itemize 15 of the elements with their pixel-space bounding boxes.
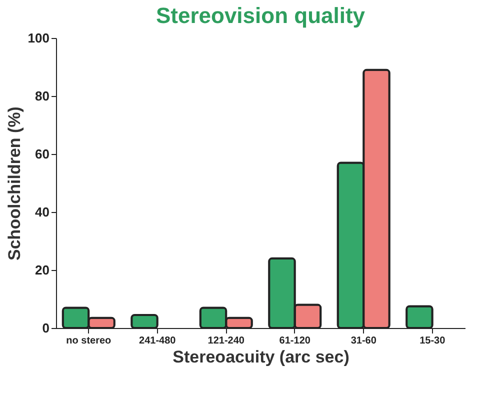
x-tick-label: 61-120 (279, 336, 311, 346)
y-tick-label: 40 (35, 204, 50, 220)
y-tick-label: 0 (42, 320, 50, 336)
x-tick-label: 31-60 (350, 336, 377, 346)
x-tick-label: 15-30 (420, 336, 446, 346)
x-tick-label: 121-240 (208, 336, 245, 346)
x-axis-title: Stereoacuity (arc sec) (172, 348, 350, 366)
chart-title: Stereovision quality (156, 3, 366, 28)
y-tick-label: 100 (28, 30, 50, 46)
y-tick-label: 60 (35, 146, 50, 162)
y-axis-title: Schoolchildren (%) (4, 106, 24, 260)
y-tick-label: 80 (35, 88, 50, 104)
x-tick-label: 241-480 (139, 336, 176, 346)
x-tick-label: no stereo (66, 336, 112, 346)
y-tick-label: 20 (35, 262, 50, 278)
